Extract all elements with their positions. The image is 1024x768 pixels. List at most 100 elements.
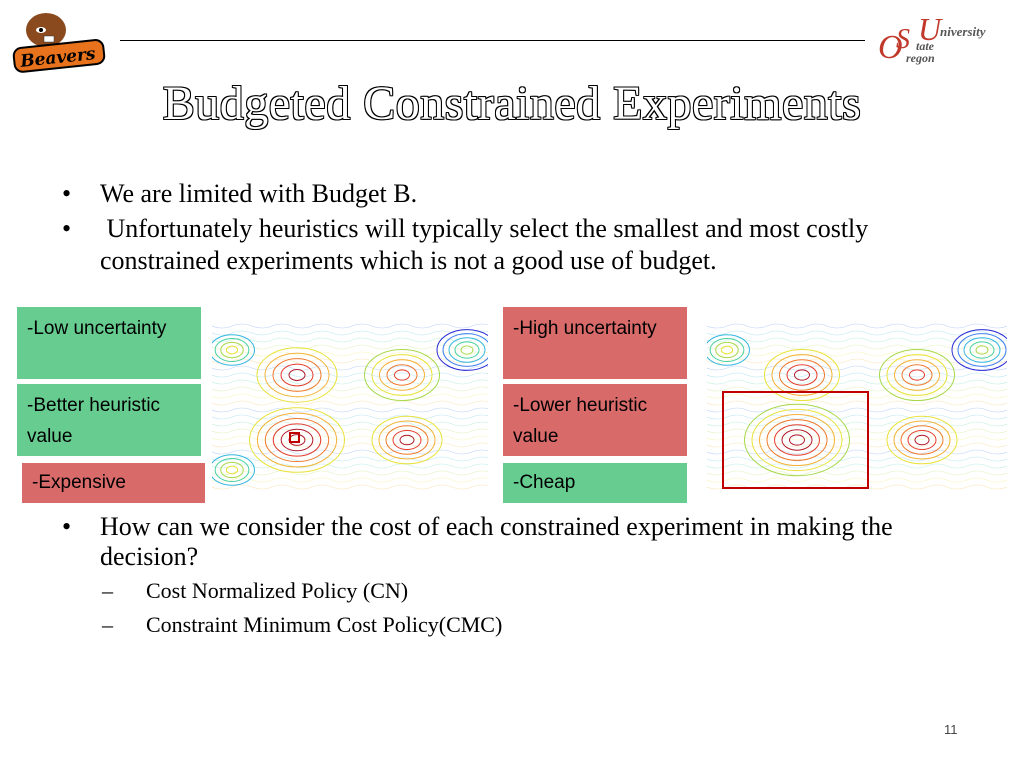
contour-line — [379, 359, 425, 391]
contour-band — [211, 400, 493, 406]
low-uncertainty-label: -Low uncertainty — [17, 307, 201, 379]
contour-band — [211, 358, 493, 364]
contour-band — [211, 477, 493, 483]
contour-band — [706, 386, 1024, 392]
high-uncertainty-label: -High uncertainty — [503, 307, 687, 379]
contour-line — [789, 434, 805, 446]
contour-band — [706, 428, 1024, 434]
contour-band — [211, 407, 493, 413]
contour-line — [220, 461, 244, 479]
contour-band — [706, 407, 1024, 413]
contour-line — [280, 363, 314, 387]
contour-band — [706, 372, 1024, 378]
contour-band — [706, 421, 1024, 427]
contour-line — [225, 345, 239, 355]
contour-band — [211, 337, 493, 343]
contour-line — [220, 341, 244, 359]
svg-text:O: O — [878, 29, 903, 66]
contour-band — [211, 449, 493, 455]
contour-line — [214, 458, 250, 482]
contour-band — [706, 400, 1024, 406]
contour-line — [764, 349, 840, 401]
contour-line — [879, 349, 955, 401]
contour-line — [460, 345, 474, 355]
contour-line — [781, 429, 813, 451]
bullet-list: • We are limited with Budget B. • Unfort… — [62, 178, 962, 280]
contour-band — [211, 470, 493, 476]
slide-title: Budgeted Constrained Experiments — [162, 77, 862, 130]
contour-band — [211, 344, 493, 350]
contour-line — [957, 333, 1007, 367]
contour-band — [706, 344, 1024, 350]
contour-line — [975, 345, 989, 355]
contour-line — [386, 364, 418, 386]
sub-dash: – — [102, 612, 113, 637]
contour-line — [249, 407, 345, 473]
contour-line — [893, 420, 951, 460]
contour-band — [211, 386, 493, 392]
page-number: 11 — [944, 722, 958, 737]
contour-band — [706, 393, 1024, 399]
contour-line — [272, 358, 322, 392]
contour-line — [385, 425, 429, 455]
contour-band — [706, 379, 1024, 385]
contour-band — [211, 442, 493, 448]
selected-region-marker — [722, 391, 869, 489]
contour-band — [706, 323, 1024, 329]
sub-item-text: Cost Normalized Policy (CN) — [146, 578, 409, 603]
contour-line — [288, 369, 306, 381]
contour-line — [209, 454, 255, 486]
lower-heuristic-label: -Lower heuristic value — [503, 384, 687, 456]
contour-line — [900, 425, 944, 455]
contour-line — [264, 352, 330, 398]
svg-text:U: U — [918, 11, 943, 47]
contour-line — [280, 428, 314, 452]
contour-line — [371, 415, 443, 465]
sub-item: – Constraint Minimum Cost Policy(CMC) — [102, 610, 962, 640]
contour-plot-right — [704, 320, 1024, 494]
question-text: How can we consider the cost of each con… — [100, 512, 893, 571]
cheap-label: -Cheap — [503, 463, 687, 503]
bottom-list: • How can we consider the cost of each c… — [62, 512, 962, 640]
beavers-logo: Beavers — [8, 8, 108, 76]
contour-band — [706, 365, 1024, 371]
contour-band — [211, 428, 493, 434]
better-heuristic-label: -Better heuristic value — [17, 384, 201, 456]
sub-item-text: Constraint Minimum Cost Policy(CMC) — [146, 612, 503, 637]
bullet-text: Unfortunately heuristics will typically … — [100, 214, 875, 275]
contour-line — [951, 329, 1013, 371]
contour-line — [771, 354, 833, 396]
contour-line — [744, 403, 850, 477]
bullet-glyph: • — [62, 179, 72, 208]
expensive-label: -Expensive — [22, 463, 205, 503]
contour-band — [706, 414, 1024, 420]
contour-line — [751, 408, 843, 472]
contour-left-svg — [209, 323, 498, 490]
contour-line — [963, 337, 1001, 363]
bullet-glyph: • — [62, 214, 72, 243]
contour-line — [774, 424, 820, 456]
sub-dash: – — [102, 578, 113, 603]
svg-text:niversity: niversity — [940, 24, 986, 39]
contour-band — [211, 421, 493, 427]
bullet-item: • How can we consider the cost of each c… — [62, 512, 962, 572]
contour-line — [794, 369, 810, 381]
contour-line — [759, 414, 835, 466]
contour-line — [454, 341, 480, 359]
contour-band — [211, 351, 493, 357]
contour-line — [371, 354, 433, 396]
contour-band — [706, 449, 1024, 455]
contour-band — [211, 463, 493, 469]
contour-band — [706, 330, 1024, 336]
contour-band — [706, 351, 1024, 357]
svg-text:regon: regon — [906, 51, 935, 65]
contour-line — [436, 329, 498, 371]
bullet-glyph: • — [62, 512, 72, 541]
contour-band — [211, 372, 493, 378]
osu-logo: O S U niversity tate regon — [876, 10, 1016, 70]
contour-band — [706, 470, 1024, 476]
contour-line — [894, 359, 940, 391]
contour-band — [211, 484, 493, 490]
contour-line — [364, 349, 440, 401]
contour-band — [211, 414, 493, 420]
